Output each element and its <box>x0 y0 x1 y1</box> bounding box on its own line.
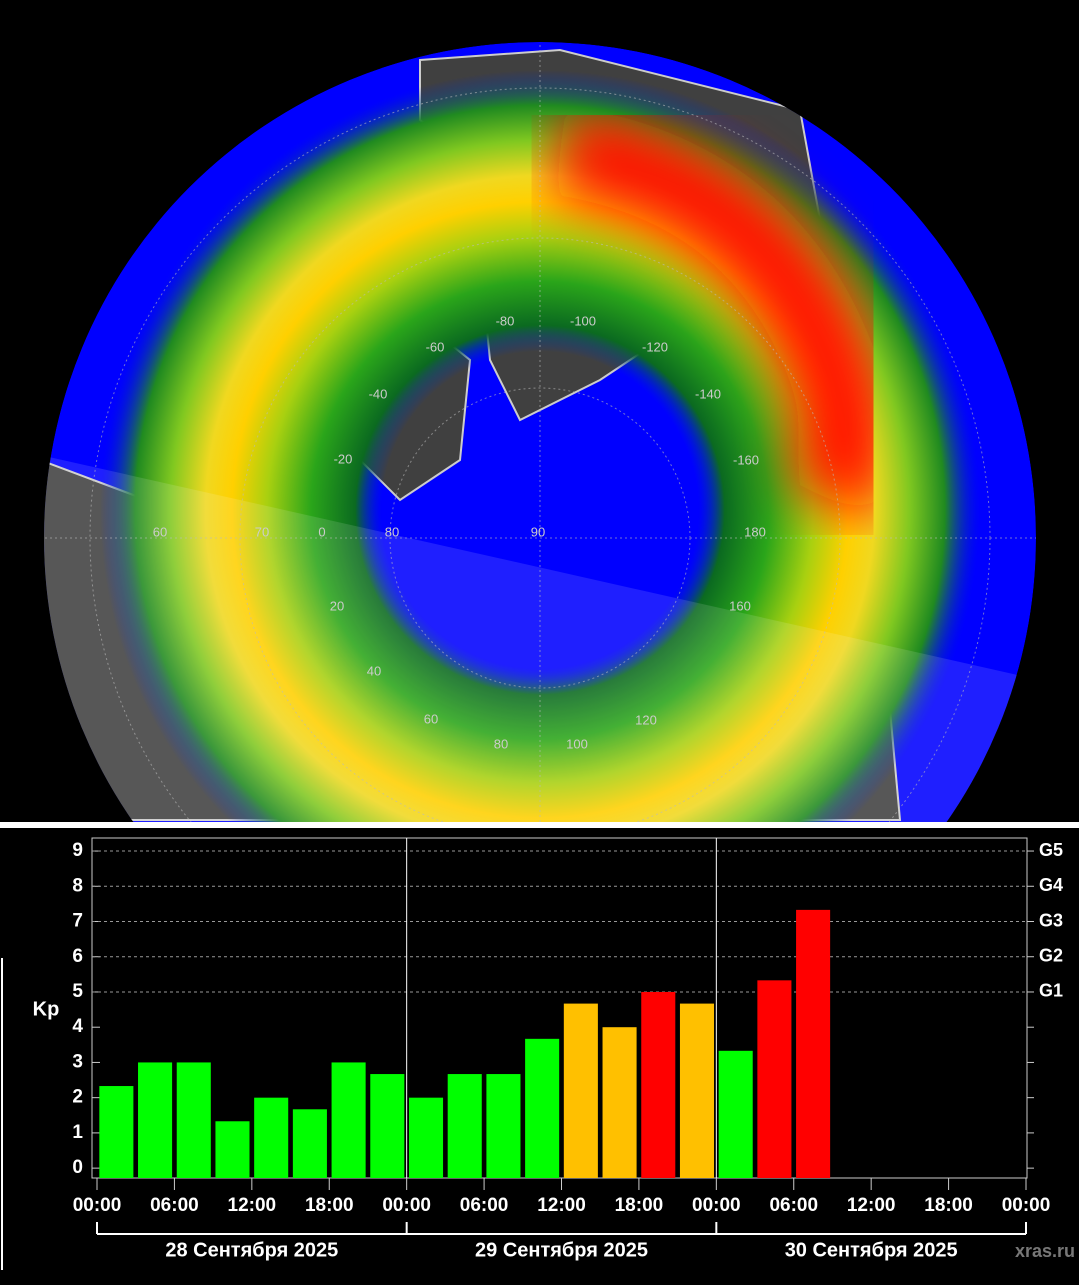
y-tick-label: 3 <box>72 1051 83 1072</box>
bar <box>641 991 676 1178</box>
y-tick-label: 7 <box>72 911 83 932</box>
y2-tick-label: G2 <box>1039 945 1063 965</box>
x-tick-label: 18:00 <box>305 1195 354 1216</box>
y-tick-label: 4 <box>72 1016 83 1037</box>
map-grid-label: -20 <box>334 451 353 466</box>
bar <box>796 909 831 1178</box>
y-tick-label: 5 <box>72 981 83 1002</box>
map-grid-label: 80 <box>494 736 508 751</box>
x-tick-label: 06:00 <box>460 1195 509 1216</box>
day-label: 28 Сентября 2025 <box>165 1239 338 1261</box>
map-grid-label: -120 <box>642 339 668 354</box>
x-tick-label: 18:00 <box>615 1195 664 1216</box>
separator <box>0 822 1079 828</box>
auroral-peak <box>552 105 890 521</box>
y2-tick-label: G5 <box>1039 840 1063 860</box>
bar <box>176 1062 211 1178</box>
x-tick-label: 00:00 <box>382 1195 431 1216</box>
bar <box>679 1003 715 1178</box>
map-grid-label: 40 <box>367 663 381 678</box>
x-tick-label: 12:00 <box>847 1195 896 1216</box>
x-tick-label: 06:00 <box>769 1195 818 1216</box>
bar <box>331 1062 366 1178</box>
map: -80 -100 -120 -60 -40 -140 -20 -160 60 70 0 80 90 180… <box>44 42 1036 822</box>
watermark: xras.ru <box>1015 1241 1075 1261</box>
map-grid-label: 120 <box>635 712 657 727</box>
day-label: 30 Сентября 2025 <box>785 1239 958 1261</box>
map-grid-label: -100 <box>570 313 596 328</box>
bar <box>447 1074 482 1178</box>
x-tick-label: 12:00 <box>537 1195 586 1216</box>
map-grid-label: 80 <box>385 524 399 539</box>
bar <box>138 1062 173 1178</box>
x-tick-label: 00:00 <box>692 1195 741 1216</box>
y-tick-label: 6 <box>72 946 83 967</box>
plot-frame <box>91 837 1028 1179</box>
y2-tick-label: G1 <box>1039 981 1063 1001</box>
x-tick-label: 18:00 <box>924 1195 973 1216</box>
y-tick-label: 2 <box>72 1087 83 1108</box>
map-grid-label: 100 <box>566 736 588 751</box>
bar <box>718 1050 753 1178</box>
map-grid-label: -140 <box>695 386 721 401</box>
x-tick-label: 12:00 <box>228 1195 277 1216</box>
map-grid-label: 180 <box>744 524 766 539</box>
map-grid-label: -40 <box>369 386 388 401</box>
bar <box>525 1038 560 1178</box>
x-tick-label: 06:00 <box>150 1195 199 1216</box>
map-grid-label: 20 <box>330 598 344 613</box>
y-tick-label: 8 <box>72 875 83 896</box>
map-grid-label: -60 <box>426 339 445 354</box>
day-side <box>44 455 1036 822</box>
day-label: 29 Сентября 2025 <box>475 1239 648 1261</box>
y2-tick-label: G4 <box>1039 875 1063 895</box>
bar <box>602 1027 637 1178</box>
map-grid-label: 90 <box>531 524 545 539</box>
x-tick-label: 00:00 <box>1002 1195 1051 1216</box>
map-grid-label: 160 <box>729 598 751 613</box>
map-grid-label: 0 <box>318 524 325 539</box>
map-grid-label: 60 <box>153 524 167 539</box>
map-grid-label: -80 <box>496 313 515 328</box>
map-grid-label: 70 <box>255 524 269 539</box>
graticule <box>44 42 1036 822</box>
x-tick-label: 00:00 <box>73 1195 122 1216</box>
bar <box>292 1109 327 1178</box>
bar <box>408 1097 444 1178</box>
map-grid-label: -160 <box>733 452 759 467</box>
bar <box>486 1074 521 1178</box>
y-tick-label: 9 <box>72 840 83 861</box>
bar <box>215 1121 250 1178</box>
bar <box>563 1003 598 1178</box>
bar <box>370 1074 405 1178</box>
y2-tick-label: G3 <box>1039 910 1063 930</box>
y-tick-label: 0 <box>72 1157 83 1178</box>
y-axis-label: Kp <box>33 998 60 1020</box>
bar <box>254 1097 289 1178</box>
y-tick-label: 1 <box>72 1122 83 1143</box>
bar <box>99 1086 134 1178</box>
bar <box>757 980 792 1178</box>
map-grid-label: 60 <box>424 711 438 726</box>
